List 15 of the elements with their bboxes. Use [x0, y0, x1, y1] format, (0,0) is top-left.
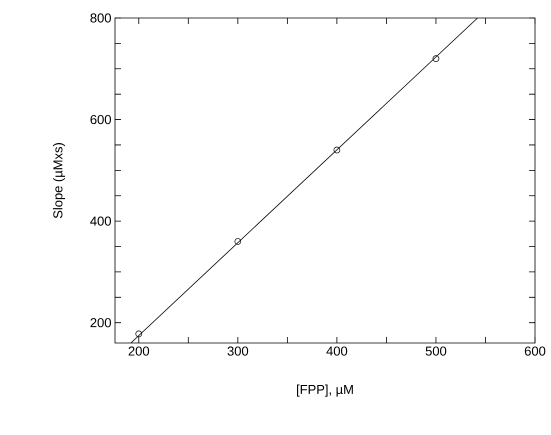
point	[334, 146, 340, 154]
x-tick-label: 500	[426, 346, 446, 356]
x-tick-label: 600	[524, 346, 546, 356]
y-tick-label: 600	[90, 114, 111, 124]
point	[135, 330, 142, 338]
x-tick-label: 200	[128, 346, 150, 356]
y-tick-label: 200	[90, 318, 111, 328]
y-tick-label: 400	[90, 216, 111, 226]
x-tick-label: 400	[326, 346, 348, 356]
point	[234, 238, 242, 245]
x-axis-title: [FPP], µM	[297, 384, 353, 397]
point	[432, 55, 440, 62]
y-tick-label: 800	[90, 13, 111, 23]
x-tick-label: 300	[228, 346, 248, 356]
y-axis-title: Slope (µMxs)	[52, 143, 66, 218]
